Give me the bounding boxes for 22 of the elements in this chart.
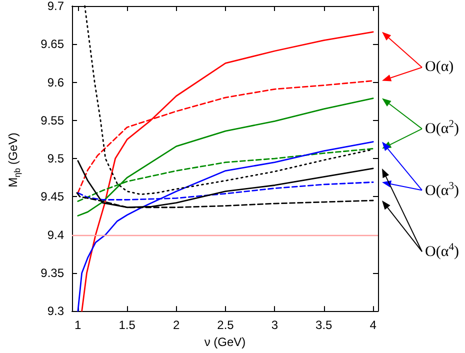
text: O(α): [425, 58, 454, 75]
x-tick-label: 2.5: [217, 318, 234, 332]
x-tick-label: 3.5: [316, 318, 333, 332]
text: O(α$^{4}$): [425, 242, 459, 260]
x-tick-label: 1: [74, 318, 82, 332]
x-tick-label: 2: [172, 318, 180, 332]
x-tick-label: 1.5: [118, 318, 136, 332]
y-tick-label: 9.6: [47, 75, 64, 90]
x-axis-title: ν (GeV): [204, 335, 246, 349]
y-tick-label: 9.35: [40, 266, 64, 280]
x-tick-label: 4: [370, 318, 377, 332]
line-series: [81, 31, 374, 312]
x-tick-label: 3: [271, 318, 278, 332]
y-tick-label: 9.4: [47, 228, 64, 242]
y-tick-label: 9.3: [47, 304, 64, 318]
text: O(α$^{2}$): [425, 119, 459, 138]
y-tick-label: 9.55: [40, 113, 64, 128]
y-tick-label: 9.65: [40, 37, 64, 52]
y-tick-label: 9.5: [47, 152, 64, 166]
y-tick-label: 9.45: [40, 190, 64, 204]
text: O(α$^{3}$): [425, 180, 459, 199]
y-tick-label: 9.7: [47, 0, 64, 13]
